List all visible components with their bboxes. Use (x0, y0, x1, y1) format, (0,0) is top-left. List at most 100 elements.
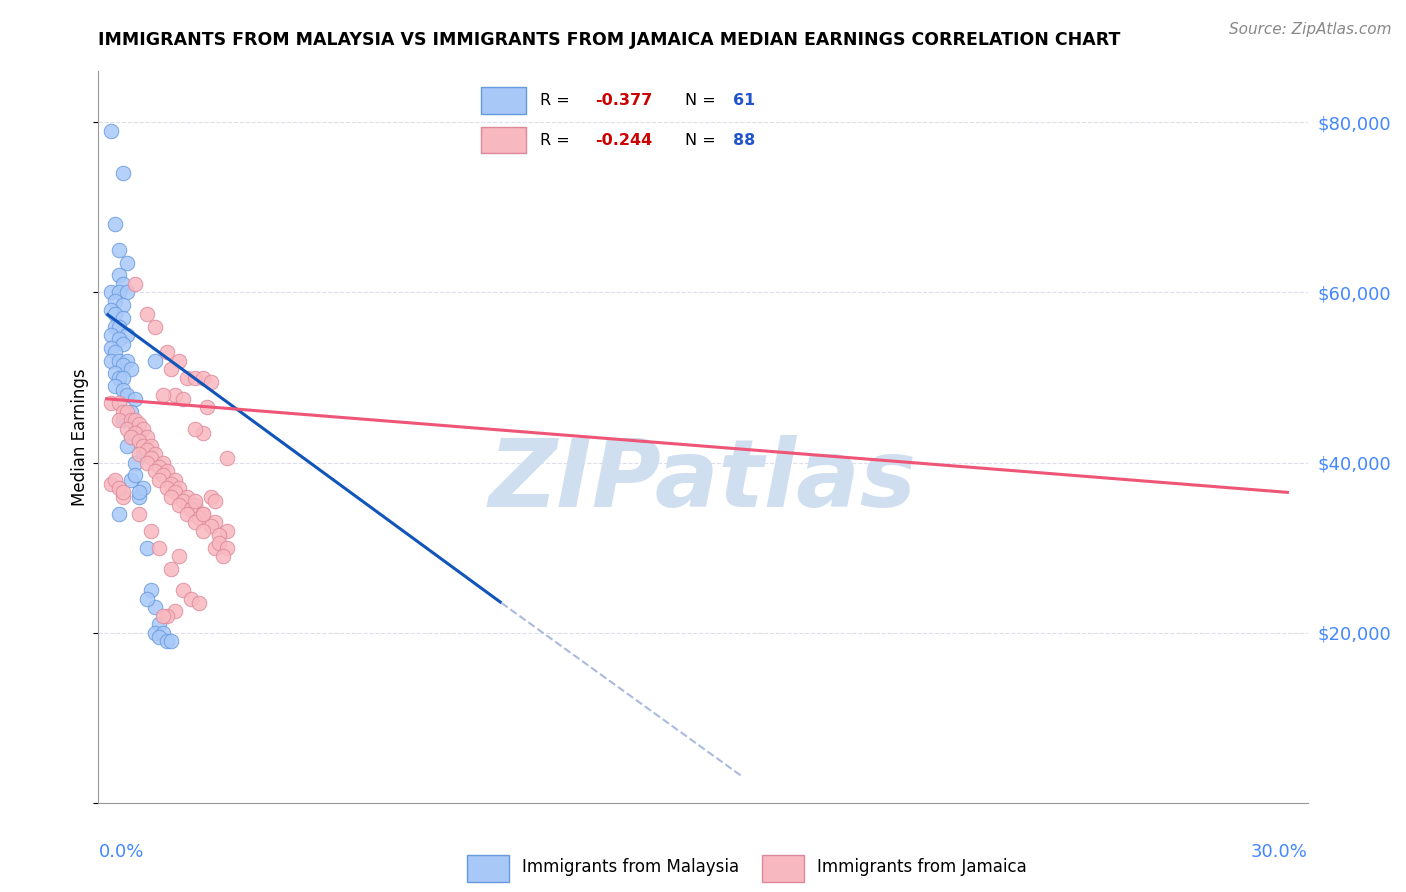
Point (107, 396, 129, 410)
Point (143, 625, 166, 640)
Point (103, 319, 125, 334)
Point (184, 515, 207, 529)
Text: 61: 61 (733, 94, 755, 108)
Point (139, 583, 162, 598)
Point (124, 421, 146, 435)
Point (204, 494, 226, 508)
FancyBboxPatch shape (481, 127, 526, 153)
Point (132, 481, 155, 495)
Point (152, 608, 174, 623)
Point (111, 384, 134, 398)
Point (124, 392, 146, 406)
Point (120, 362, 142, 376)
Point (193, 507, 215, 521)
Text: 30.0%: 30.0% (1251, 843, 1308, 861)
Point (124, 456, 146, 470)
Point (124, 413, 146, 427)
Point (132, 421, 155, 435)
Point (111, 370, 134, 384)
Point (100, 341, 122, 355)
Point (172, 392, 194, 406)
Point (143, 464, 166, 478)
Point (139, 451, 162, 466)
Point (100, 353, 122, 368)
Point (148, 541, 170, 555)
Point (217, 541, 239, 555)
Point (163, 485, 186, 500)
Text: N =: N = (685, 133, 720, 147)
Point (156, 608, 179, 623)
Point (107, 481, 129, 495)
Point (160, 362, 183, 376)
Point (193, 507, 215, 521)
Point (120, 430, 142, 444)
Text: R =: R = (540, 133, 575, 147)
Point (107, 243, 129, 257)
Text: R =: R = (540, 94, 575, 108)
Point (217, 451, 239, 466)
Point (128, 434, 150, 449)
Text: Immigrants from Jamaica: Immigrants from Jamaica (817, 858, 1026, 877)
Point (111, 277, 134, 291)
Point (111, 404, 134, 418)
Point (111, 166, 134, 180)
Point (163, 604, 186, 618)
Point (124, 277, 146, 291)
Point (115, 285, 138, 300)
Point (111, 311, 134, 326)
Point (160, 476, 183, 491)
Point (148, 473, 170, 487)
Point (143, 600, 166, 615)
Point (139, 439, 162, 453)
Point (115, 404, 138, 418)
Point (176, 370, 198, 384)
Point (167, 549, 190, 563)
Point (143, 353, 166, 368)
Point (100, 328, 122, 343)
Point (115, 328, 138, 343)
Point (160, 634, 183, 648)
Point (120, 473, 142, 487)
Point (132, 447, 155, 461)
Point (132, 439, 155, 453)
Point (128, 447, 150, 461)
Point (167, 498, 190, 512)
Point (135, 307, 157, 321)
Point (176, 490, 198, 504)
Point (184, 494, 207, 508)
Point (128, 425, 150, 440)
Point (193, 524, 215, 538)
Point (115, 439, 138, 453)
Text: N =: N = (685, 94, 720, 108)
Y-axis label: Median Earnings: Median Earnings (72, 368, 90, 506)
Point (152, 456, 174, 470)
Point (148, 459, 170, 474)
Point (143, 319, 166, 334)
Point (107, 319, 129, 334)
Point (135, 456, 157, 470)
Point (148, 630, 170, 644)
Point (103, 473, 125, 487)
Point (180, 591, 202, 606)
Point (143, 447, 166, 461)
Point (160, 562, 183, 576)
Point (100, 396, 122, 410)
Point (128, 485, 150, 500)
Point (163, 473, 186, 487)
Point (100, 302, 122, 317)
Point (156, 345, 179, 359)
Point (111, 413, 134, 427)
Point (200, 490, 222, 504)
Point (103, 366, 125, 380)
Point (212, 549, 235, 563)
FancyBboxPatch shape (467, 855, 509, 881)
Point (188, 596, 211, 610)
Point (200, 375, 222, 389)
Point (115, 353, 138, 368)
Point (111, 485, 134, 500)
Point (176, 507, 198, 521)
Text: -0.377: -0.377 (595, 94, 652, 108)
Point (135, 541, 157, 555)
Point (124, 468, 146, 483)
Point (135, 430, 157, 444)
